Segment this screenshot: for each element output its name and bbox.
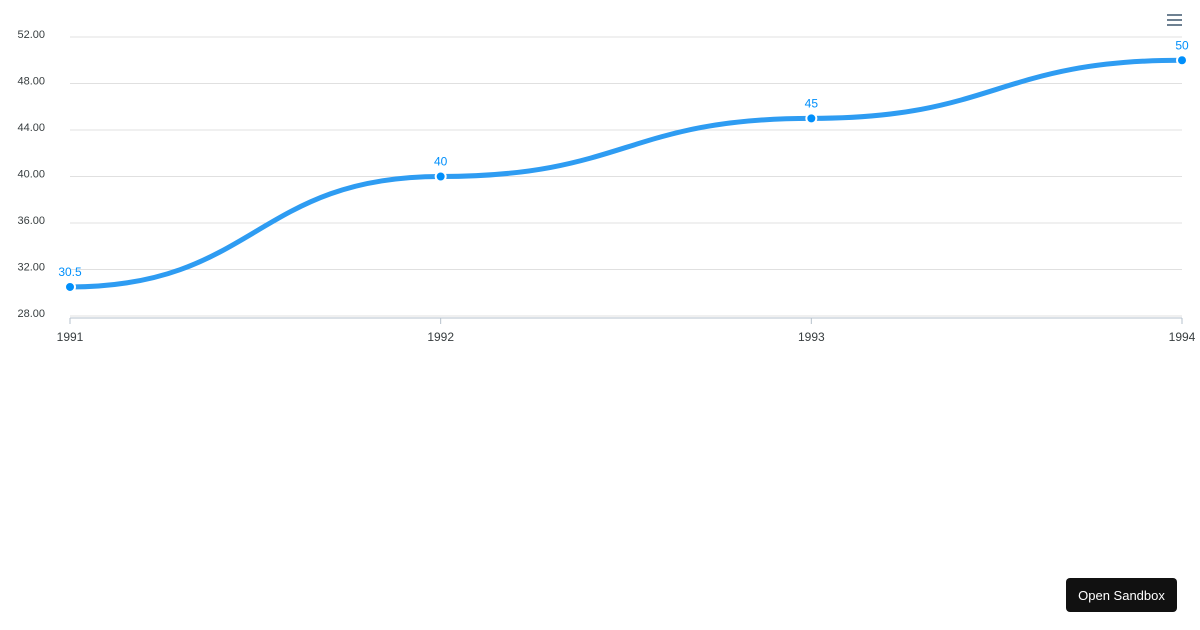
y-tick-label: 48.00 [17, 75, 45, 87]
series-line [69, 57, 1183, 290]
data-point [64, 280, 76, 293]
menu-icon[interactable] [1167, 14, 1182, 26]
data-label: 45 [805, 97, 819, 111]
y-tick-label: 52.00 [17, 29, 45, 41]
x-tick-label: 1991 [57, 330, 84, 344]
y-tick-label: 32.00 [17, 261, 45, 273]
y-tick-label: 36.00 [17, 215, 45, 227]
data-point [805, 112, 818, 125]
x-tick-label: 1993 [798, 330, 825, 344]
data-point [1176, 54, 1188, 67]
y-tick-label: 28.00 [17, 308, 45, 320]
x-tick-label: 1994 [1169, 330, 1196, 344]
data-label: 50 [1175, 38, 1189, 52]
y-tick-label: 44.00 [17, 122, 45, 134]
data-label: 40 [434, 155, 448, 169]
y-tick-label: 40.00 [17, 168, 45, 180]
open-sandbox-button[interactable]: Open Sandbox [1066, 578, 1177, 612]
data-point [434, 170, 447, 183]
data-label: 30.5 [58, 265, 82, 279]
x-tick-label: 1992 [427, 330, 454, 344]
